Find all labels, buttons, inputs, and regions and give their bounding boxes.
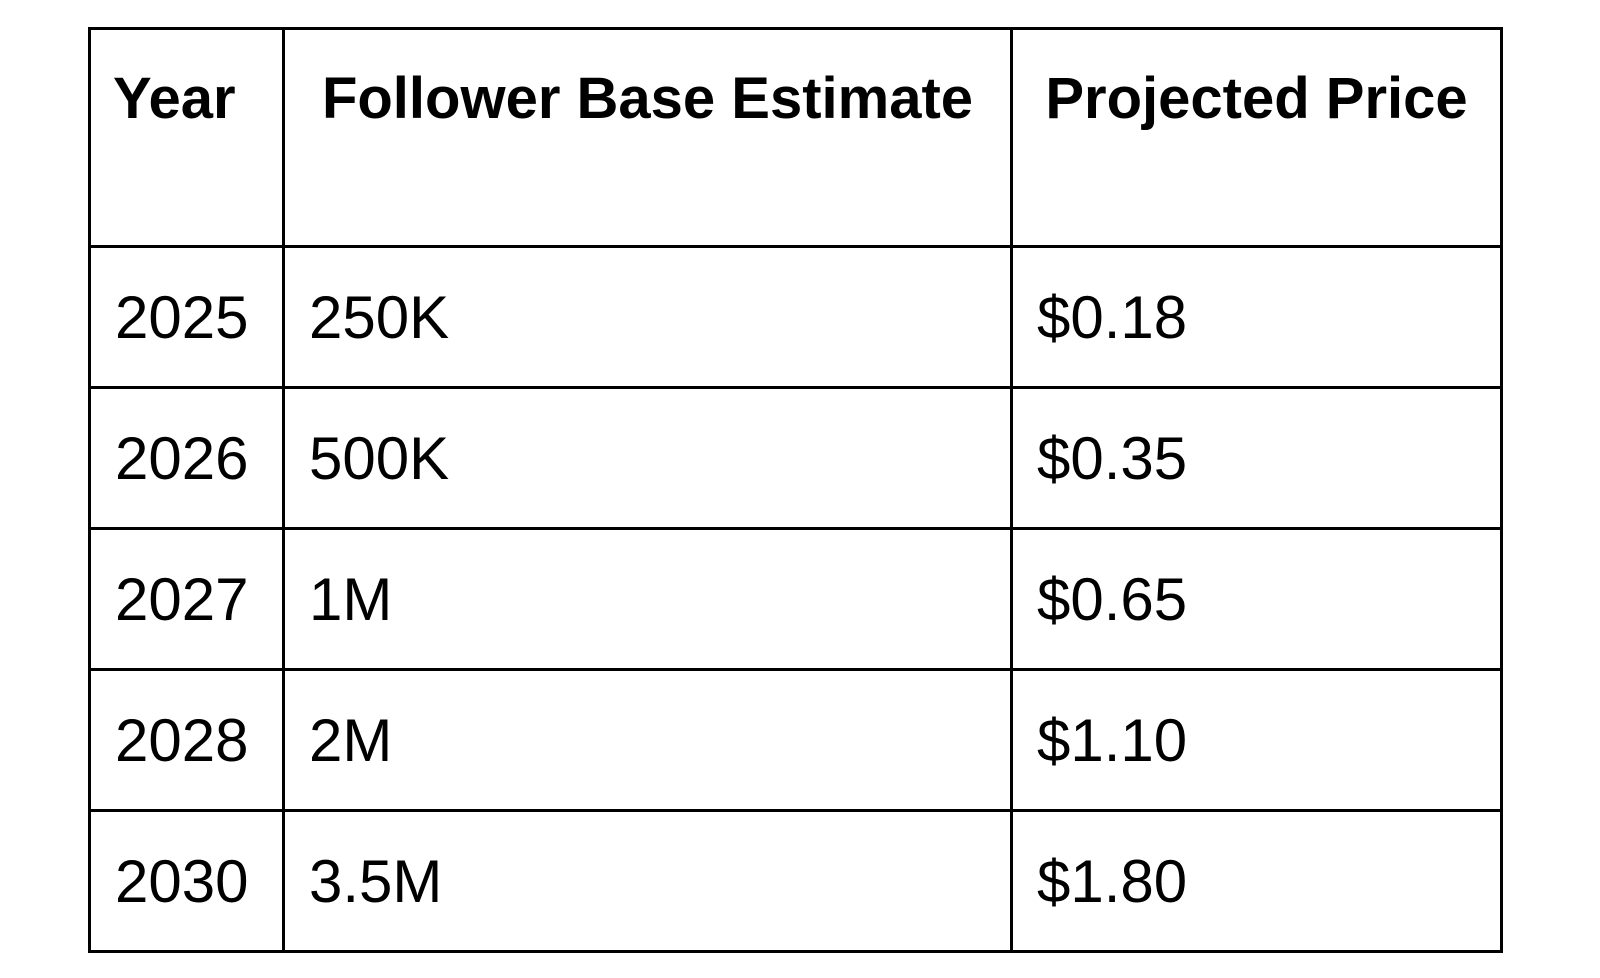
cell-year: 2028 (88, 668, 285, 812)
projection-table: Year Follower Base Estimate Projected Pr… (88, 27, 1503, 953)
table-row: 2030 3.5M $1.80 (88, 809, 1503, 953)
cell-year: 2026 (88, 386, 285, 530)
table-body: 2025 250K $0.18 2026 500K $0.35 2027 1M … (88, 245, 1503, 953)
cell-followers: 250K (282, 245, 1013, 389)
cell-price: $1.10 (1010, 668, 1503, 812)
cell-year: 2027 (88, 527, 285, 671)
cell-followers: 3.5M (282, 809, 1013, 953)
table-row: 2027 1M $0.65 (88, 527, 1503, 671)
cell-year: 2025 (88, 245, 285, 389)
table-row: 2025 250K $0.18 (88, 245, 1503, 389)
header-year: Year (88, 27, 285, 248)
cell-year: 2030 (88, 809, 285, 953)
cell-price: $0.65 (1010, 527, 1503, 671)
cell-followers: 1M (282, 527, 1013, 671)
table-header: Year Follower Base Estimate Projected Pr… (88, 27, 1503, 248)
header-row: Year Follower Base Estimate Projected Pr… (88, 27, 1503, 248)
header-projected-price: Projected Price (1010, 27, 1503, 248)
cell-price: $0.35 (1010, 386, 1503, 530)
cell-followers: 2M (282, 668, 1013, 812)
table-row: 2026 500K $0.35 (88, 386, 1503, 530)
header-follower-base-estimate: Follower Base Estimate (282, 27, 1013, 248)
cell-price: $1.80 (1010, 809, 1503, 953)
table-row: 2028 2M $1.10 (88, 668, 1503, 812)
cell-followers: 500K (282, 386, 1013, 530)
cell-price: $0.18 (1010, 245, 1503, 389)
